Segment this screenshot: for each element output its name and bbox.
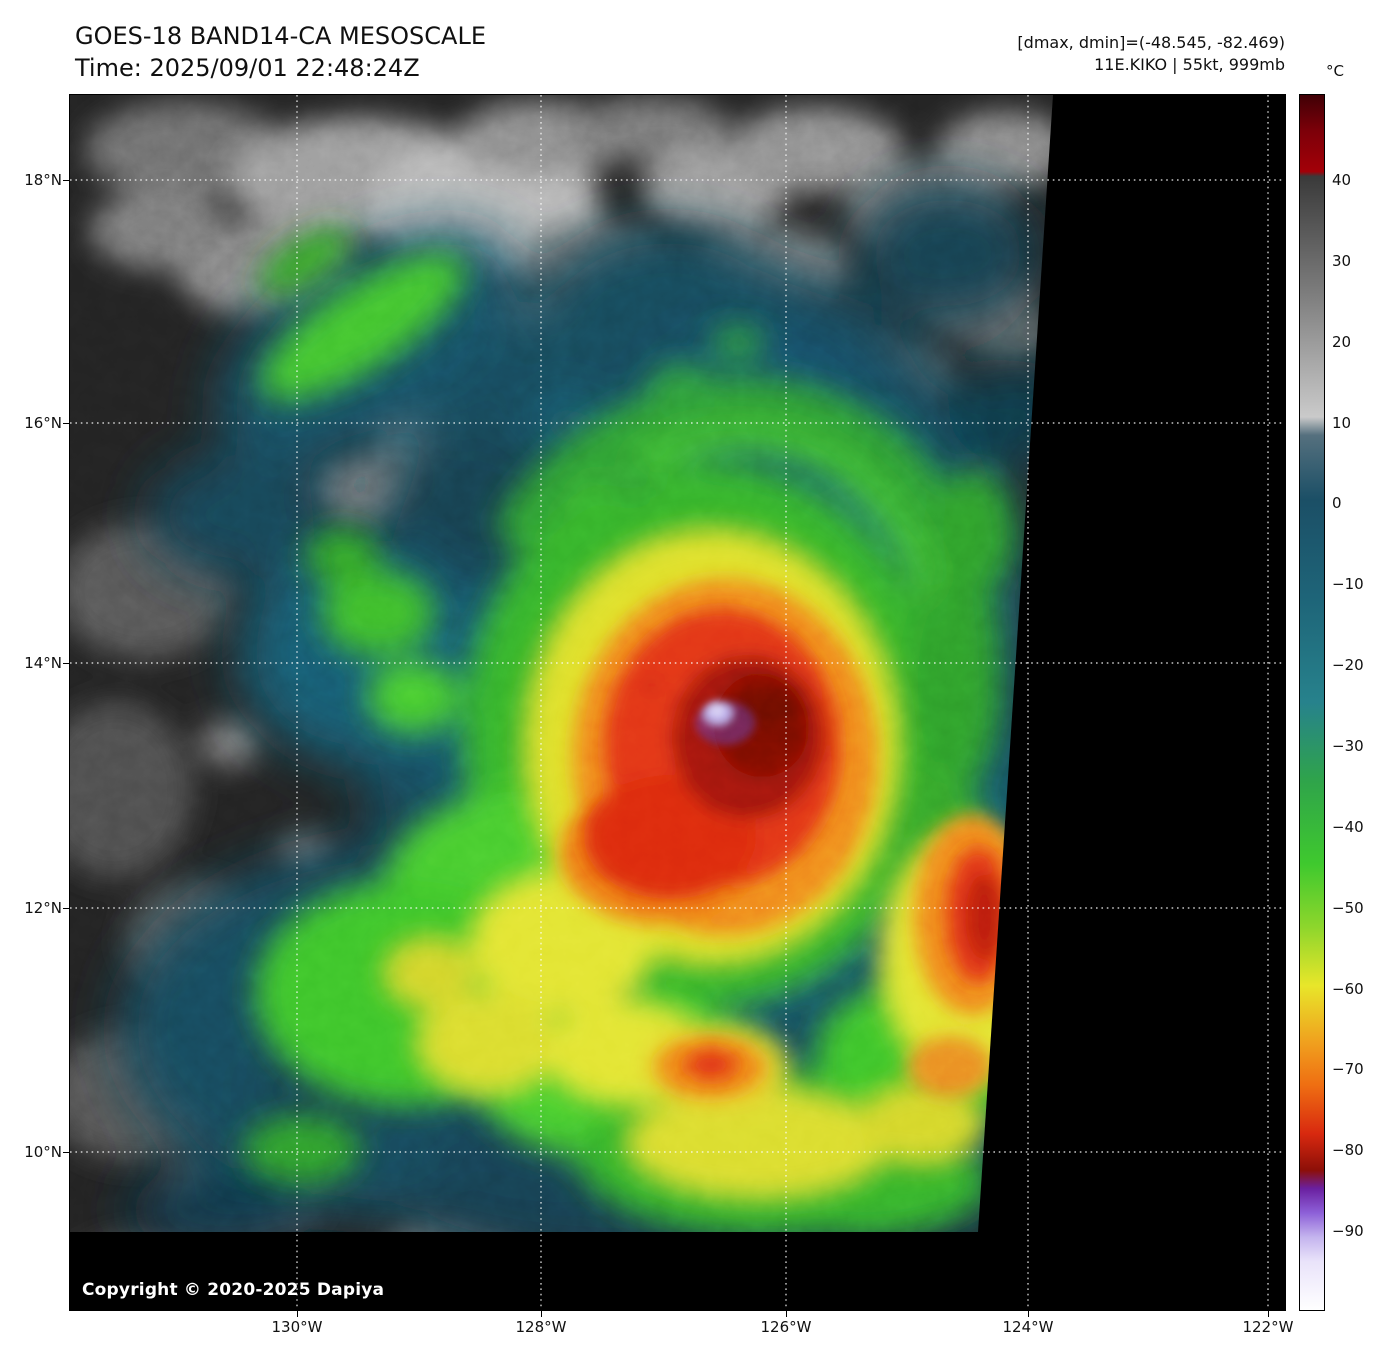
- lat-label-12n: 12°N: [24, 899, 62, 917]
- axis-tick: [63, 1152, 69, 1153]
- axis-tick: [786, 1311, 787, 1317]
- colorbar-tick-label: 20: [1332, 333, 1352, 351]
- colorbar-tick-label: −60: [1332, 980, 1364, 998]
- product-time: Time: 2025/09/01 22:48:24Z: [75, 54, 420, 82]
- axis-tick: [1028, 1311, 1029, 1317]
- axis-tick: [63, 908, 69, 909]
- header-readouts: [dmax, dmin]=(-48.545, -82.469) 11E.KIKO…: [1017, 32, 1285, 76]
- satellite-imagery: [70, 95, 1285, 1310]
- copyright-label: Copyright © 2020-2025 Dapiya: [82, 1280, 385, 1300]
- colorbar-tick-label: −30: [1332, 737, 1364, 755]
- colorbar-tick-label: 40: [1332, 171, 1352, 189]
- axis-tick: [63, 180, 69, 181]
- axis-tick: [63, 663, 69, 664]
- lat-label-14n: 14°N: [24, 654, 62, 672]
- noise-texture: [70, 95, 1053, 1232]
- lon-label-122w: 122°W: [1242, 1318, 1294, 1336]
- product-title: GOES-18 BAND14-CA MESOSCALE: [75, 22, 486, 50]
- colorbar-tick-label: −80: [1332, 1141, 1364, 1159]
- colorbar-gradient: [1299, 94, 1325, 1311]
- colorbar-tick-label: −20: [1332, 656, 1364, 674]
- colorbar-tick-label: 0: [1332, 494, 1342, 512]
- header-block: GOES-18 BAND14-CA MESOSCALE Time: 2025/0…: [75, 20, 486, 84]
- lon-label-124w: 124°W: [1002, 1318, 1054, 1336]
- lon-label-130w: 130°W: [271, 1318, 323, 1336]
- storm-readout: 11E.KIKO | 55kt, 999mb: [1094, 55, 1285, 74]
- lat-label-18n: 18°N: [24, 171, 62, 189]
- colorbar-tick-label: −40: [1332, 818, 1364, 836]
- axis-tick: [541, 1311, 542, 1317]
- axis-tick: [297, 1311, 298, 1317]
- map-plot: Copyright © 2020-2025 Dapiya: [69, 94, 1286, 1311]
- axis-tick: [63, 423, 69, 424]
- axis-tick: [1268, 1311, 1269, 1317]
- lat-label-10n: 10°N: [24, 1143, 62, 1161]
- data-region: [70, 95, 1053, 1232]
- range-readout: [dmax, dmin]=(-48.545, -82.469): [1017, 33, 1285, 52]
- colorbar-tick-label: −50: [1332, 899, 1364, 917]
- lon-label-126w: 126°W: [760, 1318, 812, 1336]
- colorbar-tick-label: 10: [1332, 414, 1352, 432]
- lon-label-128w: 128°W: [515, 1318, 567, 1336]
- colorbar-unit-label: °C: [1326, 62, 1344, 80]
- lat-label-16n: 16°N: [24, 414, 62, 432]
- colorbar-tick-label: −70: [1332, 1060, 1364, 1078]
- colorbar-tick-label: −10: [1332, 575, 1364, 593]
- colorbar-tick-label: 30: [1332, 252, 1352, 270]
- colorbar-tick-label: −90: [1332, 1222, 1364, 1240]
